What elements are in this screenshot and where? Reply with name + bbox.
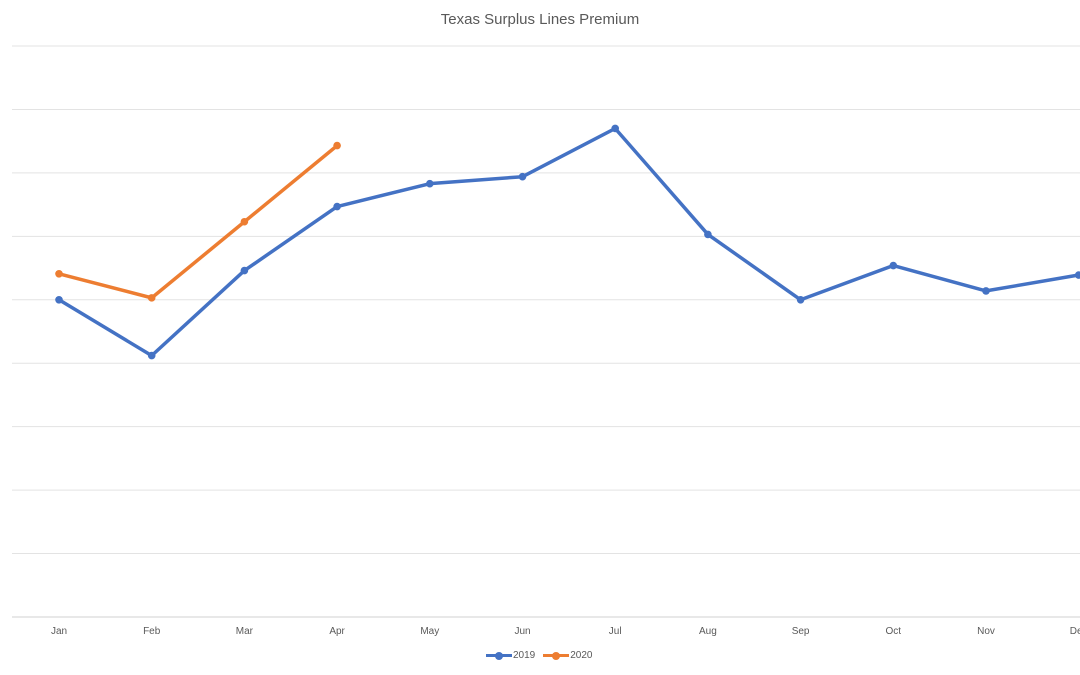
- data-point-2019-Jun: [518, 172, 527, 181]
- data-point-2019-Feb: [147, 351, 156, 360]
- chart-title: Texas Surplus Lines Premium: [440, 11, 640, 28]
- x-tick-label: Jul: [609, 626, 622, 637]
- data-point-2019-May: [426, 179, 434, 188]
- x-tick-label: Dec: [1070, 626, 1080, 637]
- data-point-2020-Feb: [147, 294, 156, 302]
- data-point-2020-Apr: [333, 141, 341, 150]
- legend-marker-2020: [543, 651, 570, 660]
- series-line-2019: [57, 126, 1080, 358]
- x-tick-label: Mar: [236, 626, 254, 637]
- legend-label-2020: 2020: [570, 650, 593, 661]
- x-tick-label: Jan: [51, 626, 67, 637]
- data-point-2019-Oct: [889, 261, 898, 270]
- legend-item-2019[interactable]: 2019: [486, 650, 535, 661]
- x-tick-label: Nov: [977, 626, 995, 637]
- data-point-2019-Apr: [333, 202, 341, 211]
- data-point-2020-Mar: [240, 217, 249, 226]
- legend-label-2019: 2019: [513, 650, 536, 661]
- x-tick-label: May: [420, 626, 439, 637]
- data-point-2019-Sep: [796, 295, 805, 304]
- data-point-2019-Jul: [611, 124, 619, 133]
- x-tick-label: Oct: [886, 626, 902, 637]
- x-tick-label: Jun: [514, 626, 530, 637]
- data-point-2019-Nov: [982, 287, 990, 295]
- x-tick-label: Feb: [143, 626, 161, 637]
- data-point-2020-Jan: [55, 269, 63, 278]
- data-point-2019-Dec: [1074, 271, 1080, 279]
- data-point-2019-Jan: [55, 295, 63, 304]
- series-line-2020: [57, 143, 339, 300]
- legend: 2019 2020: [486, 650, 593, 661]
- data-point-2019-Aug: [704, 230, 712, 239]
- x-tick-label: Sep: [792, 626, 810, 637]
- legend-marker-2019: [486, 651, 512, 660]
- legend-item-2020[interactable]: 2020: [543, 650, 593, 661]
- x-tick-label: Aug: [699, 626, 717, 637]
- data-point-2019-Mar: [240, 266, 249, 275]
- x-tick-label: Apr: [329, 626, 345, 637]
